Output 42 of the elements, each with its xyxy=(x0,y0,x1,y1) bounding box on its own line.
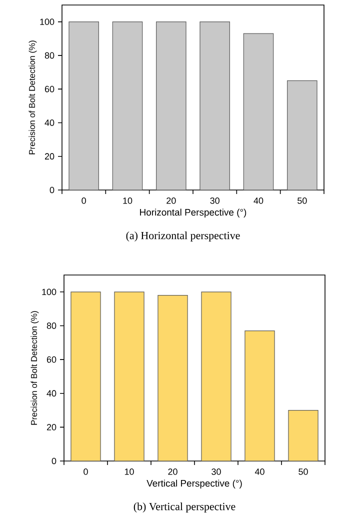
x-tick-label: 0 xyxy=(84,468,88,475)
y-tick-label: 20 xyxy=(46,424,56,430)
x-axis-title: Vertical Perspective (°) xyxy=(146,480,242,489)
y-axis-title: Precision of Bolt Detection (%) xyxy=(28,40,37,154)
x-tick-label: 10 xyxy=(124,468,134,475)
x-tick-label: 50 xyxy=(298,468,308,475)
x-tick-label: 30 xyxy=(212,468,221,475)
y-tick-label: 20 xyxy=(44,153,54,160)
bar xyxy=(156,22,186,190)
bar xyxy=(201,292,232,461)
y-tick-label: 80 xyxy=(44,52,54,59)
x-tick-label: 50 xyxy=(298,197,307,204)
y-tick-label: 100 xyxy=(40,18,54,25)
bar xyxy=(68,22,99,190)
y-tick-label: 0 xyxy=(50,186,54,194)
bar xyxy=(288,410,318,461)
bar xyxy=(70,292,101,461)
y-tick-label: 40 xyxy=(44,120,54,126)
text: (b) Vertical perspective xyxy=(134,502,236,512)
y-tick-label: 60 xyxy=(46,356,56,363)
bar xyxy=(158,295,188,461)
x-axis-title: Horizontal Perspective (°) xyxy=(140,208,246,218)
bar xyxy=(114,292,144,461)
bar xyxy=(244,330,275,461)
bar xyxy=(200,22,230,190)
y-tick-label: 0 xyxy=(52,458,56,464)
x-tick-label: 10 xyxy=(123,197,132,204)
x-tick-label: 20 xyxy=(168,468,178,475)
bar xyxy=(243,33,274,190)
bar xyxy=(112,22,143,190)
y-tick-label: 60 xyxy=(44,86,54,92)
x-tick-label: 30 xyxy=(210,197,220,204)
y-tick-label: 100 xyxy=(42,288,56,296)
y-tick-label: 40 xyxy=(46,390,56,397)
x-tick-label: 0 xyxy=(82,197,86,204)
x-tick-label: 40 xyxy=(254,468,264,475)
text: (a) Horizontal perspective xyxy=(126,232,240,242)
x-tick-label: 20 xyxy=(166,197,176,204)
y-tick-label: 80 xyxy=(46,322,56,329)
bar xyxy=(287,80,318,190)
y-axis-title: Precision of Bolt Detection (%) xyxy=(30,311,39,425)
x-tick-label: 40 xyxy=(254,197,264,204)
